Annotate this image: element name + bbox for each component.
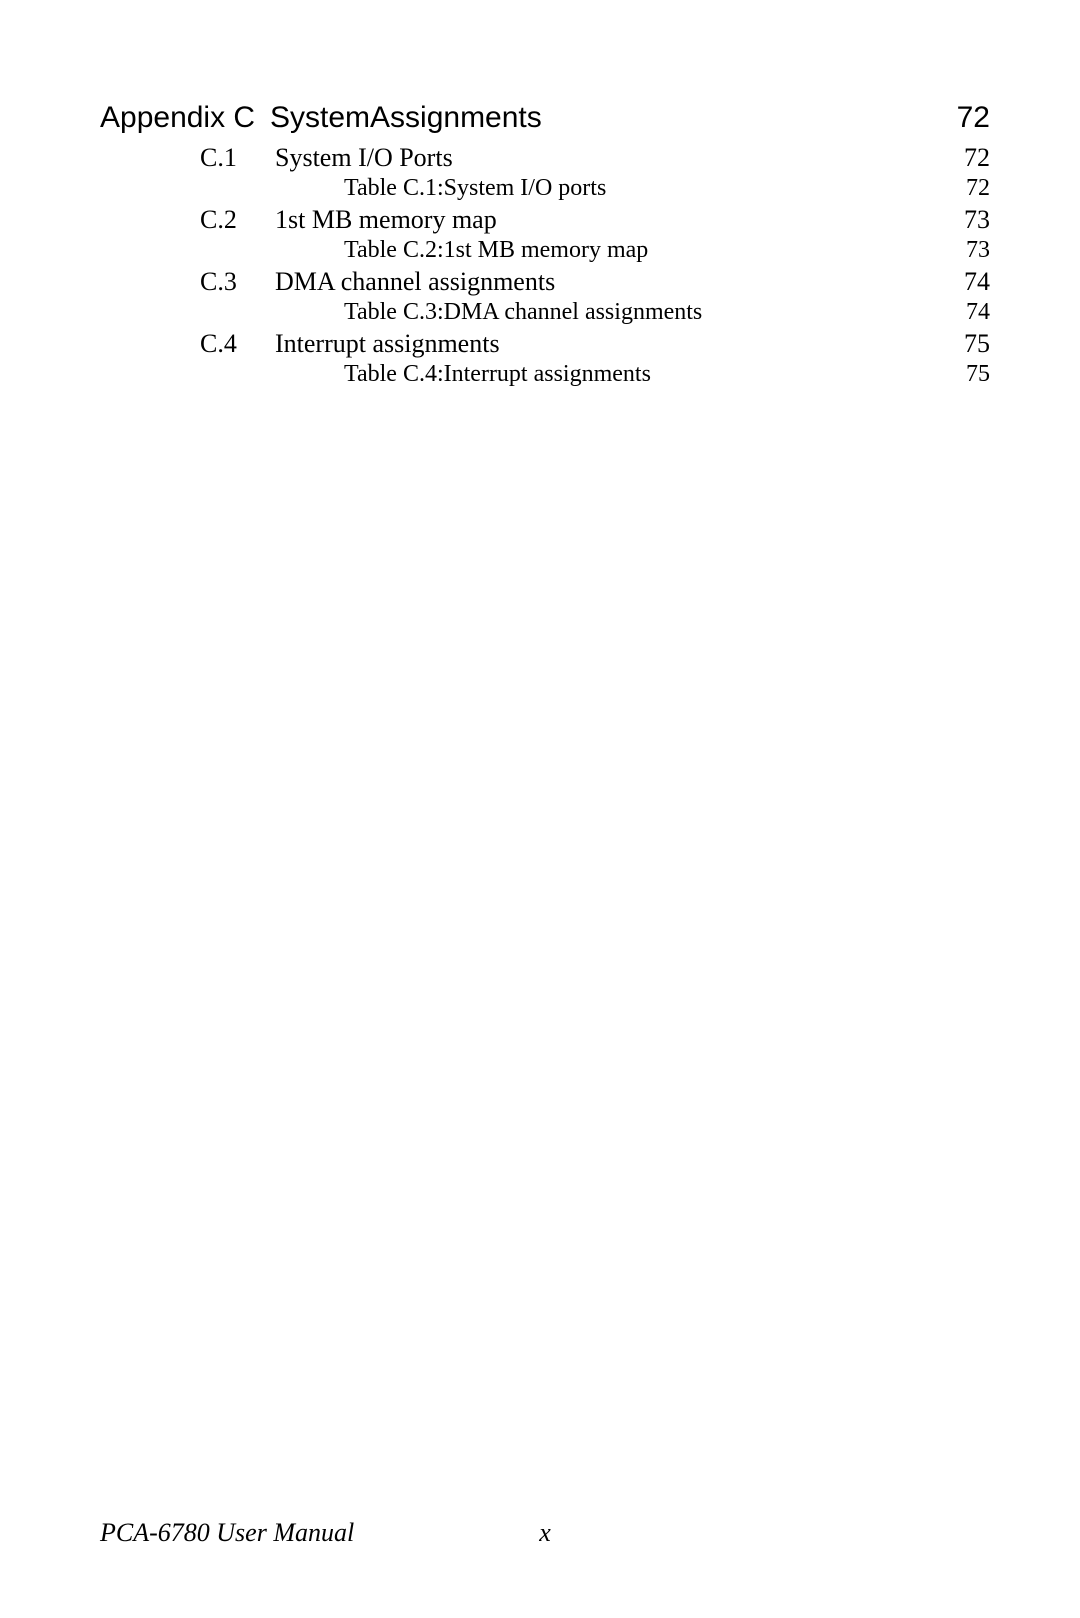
toc-heading-page: 72 xyxy=(957,100,990,136)
toc-heading-row: Appendix C SystemAssignments 72 xyxy=(100,100,990,136)
toc-table-title: Table C.4:Interrupt assignments xyxy=(100,359,651,390)
footer-page-number: x xyxy=(100,1518,990,1548)
toc-table-page: 75 xyxy=(966,359,990,390)
toc-table-title: Table C.3:DMA channel assignments xyxy=(100,297,702,328)
toc-section-page: 75 xyxy=(964,328,990,359)
toc-table-title: Table C.1:System I/O ports xyxy=(100,173,606,204)
toc-section-title: Interrupt assignments xyxy=(275,328,500,359)
toc-table-title: Table C.2:1st MB memory map xyxy=(100,235,648,266)
toc-table-row: Table C.3:DMA channel assignments 74 xyxy=(100,297,990,328)
page-footer: PCA-6780 User Manual x xyxy=(100,1518,990,1548)
toc-section-title: System I/O Ports xyxy=(275,142,453,173)
toc-section-row: C.3 DMA channel assignments 74 xyxy=(100,266,990,297)
toc-section-title: 1st MB memory map xyxy=(275,204,497,235)
toc-table-page: 73 xyxy=(966,235,990,266)
toc-section-page: 73 xyxy=(964,204,990,235)
toc-table-row: Table C.1:System I/O ports 72 xyxy=(100,173,990,204)
toc-heading-title: SystemAssignments xyxy=(270,100,542,136)
toc-section-page: 74 xyxy=(964,266,990,297)
toc-section-row: C.2 1st MB memory map 73 xyxy=(100,204,990,235)
toc-section-num: C.1 xyxy=(100,142,275,173)
toc-section-num: C.3 xyxy=(100,266,275,297)
toc-heading-label: Appendix C xyxy=(100,100,270,136)
toc-table-page: 74 xyxy=(966,297,990,328)
toc-section-row: C.4 Interrupt assignments 75 xyxy=(100,328,990,359)
toc-section-num: C.4 xyxy=(100,328,275,359)
toc-section-title: DMA channel assignments xyxy=(275,266,555,297)
toc-section-row: C.1 System I/O Ports 72 xyxy=(100,142,990,173)
toc-section-page: 72 xyxy=(964,142,990,173)
toc-table-row: Table C.4:Interrupt assignments 75 xyxy=(100,359,990,390)
document-page: Appendix C SystemAssignments 72 C.1 Syst… xyxy=(0,0,1080,1618)
toc-table-row: Table C.2:1st MB memory map 73 xyxy=(100,235,990,266)
table-of-contents: Appendix C SystemAssignments 72 C.1 Syst… xyxy=(100,100,990,390)
toc-section-num: C.2 xyxy=(100,204,275,235)
toc-table-page: 72 xyxy=(966,173,990,204)
